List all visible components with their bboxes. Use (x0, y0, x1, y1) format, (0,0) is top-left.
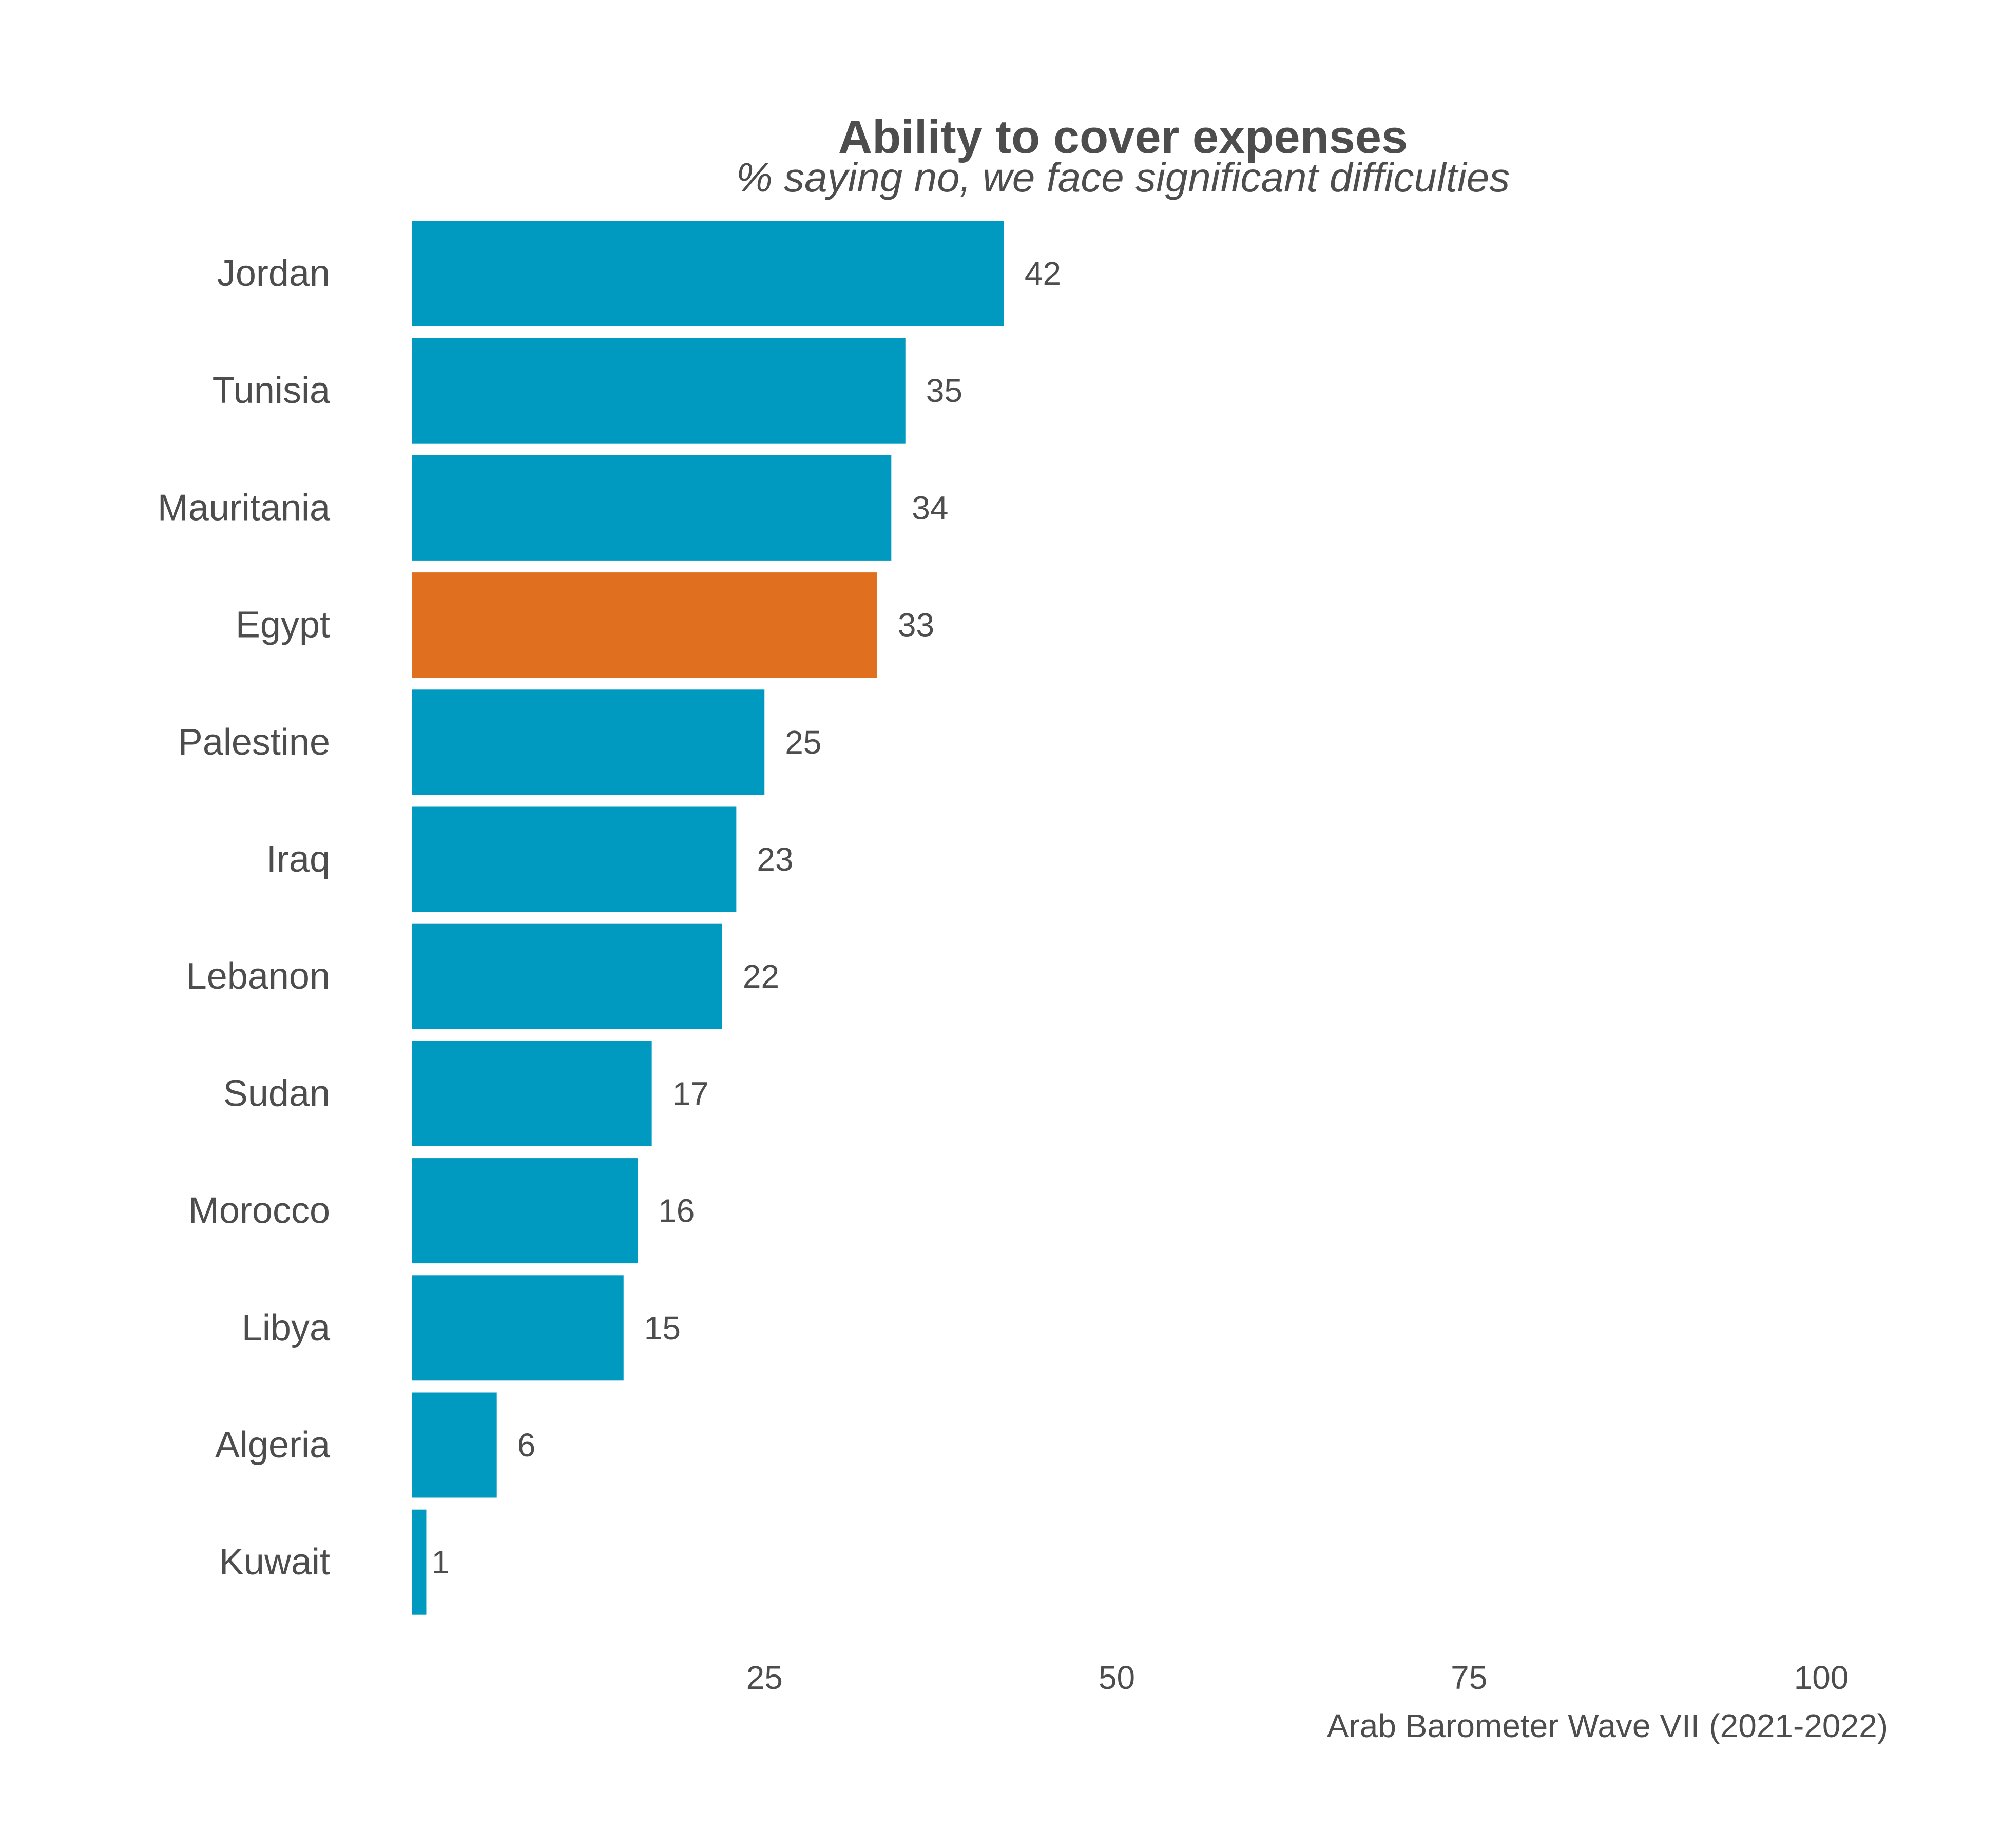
bar-tunisia (412, 338, 906, 444)
value-label-iraq: 23 (757, 841, 793, 878)
value-label-algeria: 6 (517, 1427, 536, 1464)
bar-jordan (412, 221, 1004, 326)
x-tick-label-25: 25 (746, 1659, 783, 1696)
x-tick-label-75: 75 (1451, 1659, 1487, 1696)
x-tick-label-100: 100 (1794, 1659, 1849, 1696)
bar-kuwait (412, 1509, 427, 1615)
value-label-tunisia: 35 (926, 372, 962, 409)
value-label-jordan: 42 (1025, 255, 1061, 292)
bar-egypt (412, 572, 877, 678)
value-label-palestine: 25 (785, 724, 821, 761)
value-label-egypt: 33 (898, 607, 934, 644)
bar-algeria (412, 1392, 497, 1498)
value-label-mauritania: 34 (912, 489, 948, 526)
category-label-sudan: Sudan (223, 1073, 330, 1114)
bar-morocco (412, 1158, 638, 1264)
category-label-egypt: Egypt (236, 605, 330, 646)
category-label-lebanon: Lebanon (186, 956, 330, 997)
bar-palestine (412, 689, 765, 795)
category-label-algeria: Algeria (215, 1424, 331, 1466)
chart-caption: Arab Barometer Wave VII (2021-2022) (1326, 1707, 1888, 1744)
bar-libya (412, 1275, 624, 1381)
bar-iraq (412, 806, 737, 912)
category-label-libya: Libya (242, 1307, 331, 1349)
value-label-libya: 15 (644, 1310, 681, 1346)
value-label-kuwait: 1 (431, 1544, 450, 1581)
chart-subtitle: % saying no, we face significant difficu… (736, 155, 1510, 200)
category-label-jordan: Jordan (217, 253, 330, 294)
category-label-mauritania: Mauritania (158, 487, 331, 528)
category-label-tunisia: Tunisia (213, 370, 331, 411)
category-label-kuwait: Kuwait (219, 1542, 330, 1583)
bar-sudan (412, 1041, 652, 1146)
category-label-morocco: Morocco (188, 1190, 330, 1231)
chart-title: Ability to cover expenses (838, 111, 1408, 163)
value-label-morocco: 16 (658, 1192, 695, 1229)
bar-lebanon (412, 923, 722, 1029)
category-label-iraq: Iraq (266, 839, 330, 880)
category-label-palestine: Palestine (178, 722, 330, 763)
value-label-lebanon: 22 (743, 958, 779, 995)
bar-mauritania (412, 455, 892, 561)
value-label-sudan: 17 (672, 1075, 709, 1112)
x-tick-label-50: 50 (1099, 1659, 1135, 1696)
